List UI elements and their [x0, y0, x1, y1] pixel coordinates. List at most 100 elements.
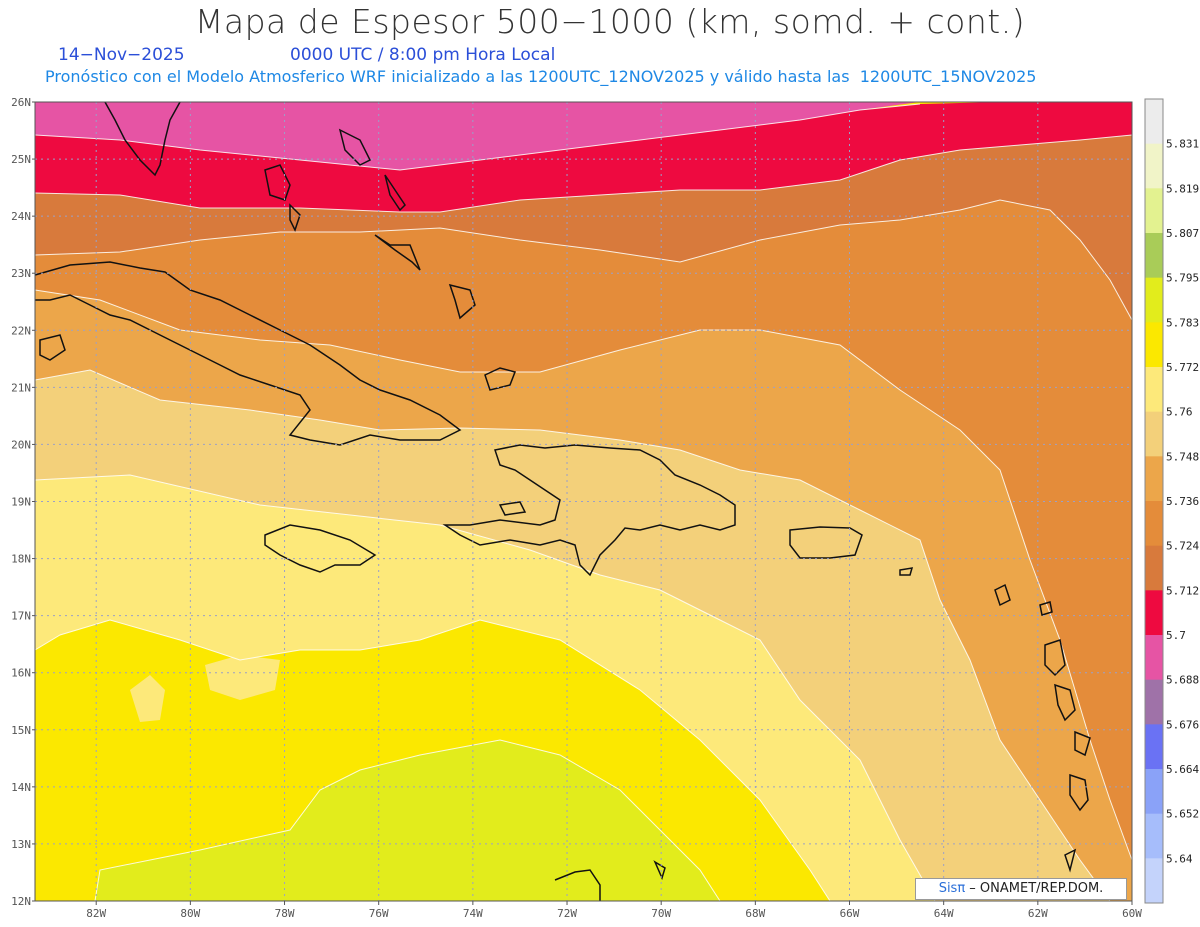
coast-islands-1: [1044, 639, 1066, 677]
lat-tick-label: 13N: [11, 838, 31, 851]
colorbar-label: 5.807: [1166, 227, 1199, 240]
coast-bahamas-1: [289, 203, 301, 232]
colorbar-label: 5.712: [1166, 584, 1199, 597]
lon-tick-label: 78W: [275, 907, 295, 920]
lat-tick-label: 23N: [11, 267, 31, 280]
lat-tick-label: 19N: [11, 496, 31, 509]
colorbar-label: 5.64: [1166, 852, 1193, 865]
band-5.712: [35, 135, 1132, 320]
lat-tick-label: 18N: [11, 553, 31, 566]
lat-tick-label: 17N: [11, 610, 31, 623]
forecast-label: Pronóstico con el Modelo Atmosferico WRF…: [45, 67, 1037, 86]
lon-tick-label: 68W: [745, 907, 765, 920]
colorbar-swatch: [1145, 233, 1163, 279]
colorbar-label: 5.688: [1166, 674, 1199, 687]
colorbar-label: 5.76: [1166, 406, 1193, 419]
contour-lines: [34, 103, 1133, 902]
colorbar-swatch: [1145, 501, 1163, 547]
credit-brand: Sisπ: [938, 881, 966, 896]
coast-trinidad: [1064, 848, 1077, 873]
lon-tick-label: 76W: [369, 907, 389, 920]
colorbar-swatch: [1145, 813, 1163, 859]
colorbar-label: 5.819: [1166, 182, 1199, 195]
colorbar-label: 5.772: [1166, 361, 1199, 374]
band-5.688: [35, 102, 920, 170]
lat-tick-label: 26N: [11, 96, 31, 109]
lat-tick-label: 20N: [11, 438, 31, 451]
grid: [35, 102, 1132, 901]
coast-gonave: [498, 501, 527, 516]
page-title: Mapa de Espesor 500−1000 (km, somd. + co…: [194, 2, 1026, 41]
coast-islands-4: [1069, 773, 1089, 812]
coast-islands-2: [1054, 683, 1076, 722]
coast-islands-6: [1039, 601, 1053, 616]
colorbar-swatch: [1145, 724, 1163, 770]
colorbar-label: 5.831: [1166, 138, 1199, 151]
band-5.700: [35, 102, 1132, 212]
lat-tick-label: 24N: [11, 210, 31, 223]
band-5.730: [35, 290, 1132, 901]
colorbar-label: 5.783: [1166, 316, 1199, 329]
coast-florida: [104, 101, 181, 177]
colorbar-frame: [1144, 98, 1164, 904]
colorbar-swatch: [1145, 367, 1163, 413]
lat-tick-label: 16N: [11, 667, 31, 680]
colorbar-label: 5.664: [1166, 763, 1199, 776]
colorbar-swatch: [1145, 858, 1163, 904]
coast-andros: [264, 164, 291, 201]
colorbar-label: 5.652: [1166, 808, 1199, 821]
colorbar-swatch: [1145, 322, 1163, 368]
lon-tick-label: 70W: [651, 907, 671, 920]
colorbar-label: 5.736: [1166, 495, 1199, 508]
lon-tick-label: 82W: [86, 907, 106, 920]
colorbar-label: 5.724: [1166, 540, 1199, 553]
lat-tick-label: 15N: [11, 724, 31, 737]
coast-hispaniola: [442, 444, 736, 577]
colorbar-swatch: [1145, 679, 1163, 725]
lon-tick-label: 62W: [1028, 907, 1048, 920]
coast-bahamas-2: [338, 128, 372, 166]
colorbar-swatch: [1145, 188, 1163, 234]
colorbar-swatch: [1145, 590, 1163, 636]
colorbar-label: 5.676: [1166, 718, 1199, 731]
lon-tick-label: 64W: [934, 907, 954, 920]
colorbar-swatch: [1145, 99, 1163, 145]
coast-islands-5: [994, 583, 1011, 607]
coastlines: [34, 101, 1091, 901]
credit-box: Sisπ – ONAMET/REP.DOM.: [915, 878, 1127, 900]
lat-tick-label: 14N: [11, 781, 31, 794]
coast-bahamas-4: [374, 234, 421, 271]
coast-jamaica: [264, 524, 377, 573]
lat-tick-label: 22N: [11, 324, 31, 337]
time-label: 0000 UTC / 8:00 pm Hora Local: [290, 45, 556, 65]
colorbar-swatch: [1145, 769, 1163, 815]
lon-tick-label: 60W: [1122, 907, 1142, 920]
colorbar-label: 5.748: [1166, 450, 1199, 463]
lon-tick-label: 72W: [557, 907, 577, 920]
lon-tick-label: 74W: [463, 907, 483, 920]
colorbar-swatch: [1145, 411, 1163, 457]
coast-puerto-rico: [789, 526, 863, 559]
lon-tick-label: 80W: [180, 907, 200, 920]
band-5.718: [35, 200, 1132, 860]
lat-tick-label: 25N: [11, 153, 31, 166]
colorbar-label: 5.7: [1166, 629, 1186, 642]
colorbar-label: 5.795: [1166, 272, 1199, 285]
band-5.742: [35, 370, 1110, 901]
coast-islands-3: [1074, 730, 1091, 757]
lon-tick-label: 66W: [840, 907, 860, 920]
colorbar-swatch: [1145, 545, 1163, 591]
date-label: 14−Nov−2025: [58, 45, 185, 65]
longitude-labels: 82W 80W 78W 76W 74W 72W 70W 68W 66W 64W 62W 60W: [86, 901, 1142, 920]
coast-turks: [484, 367, 516, 391]
latitude-labels: 26N 25N 24N 23N 22N 21N 20N 19N 18N 17N 16N 15N 14N 1…: [11, 96, 35, 908]
coast-isla-juventud: [39, 334, 66, 361]
thickness-bands: [35, 102, 1132, 901]
credit-text: – ONAMET/REP.DOM.: [965, 881, 1104, 896]
colorbar-swatch: [1145, 635, 1163, 681]
coast-venezuela: [554, 869, 601, 901]
coast-bahamas-3: [384, 174, 406, 212]
colorbar-swatch: [1145, 456, 1163, 502]
band-5.788: [95, 740, 720, 901]
